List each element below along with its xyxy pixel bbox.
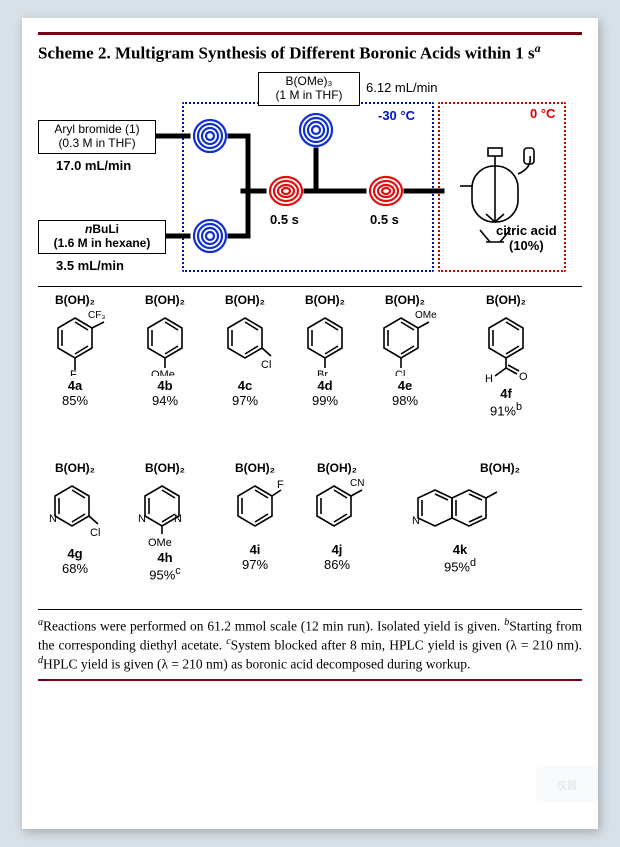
bottom-rule <box>38 679 582 681</box>
yield-4j: 86% <box>296 557 378 572</box>
scheme-page: Scheme 2. Multigram Synthesis of Differe… <box>22 18 598 829</box>
scheme-title-text: Scheme 2. Multigram Synthesis of Differe… <box>38 44 535 63</box>
id-4i: 4i <box>214 542 296 557</box>
svg-text:N: N <box>138 513 146 525</box>
mol-4b-icon: OMe <box>135 308 195 376</box>
yield-4k-val: 95% <box>444 559 470 574</box>
mol-4d-icon: Br <box>295 308 355 376</box>
mol-4i-icon: F <box>225 476 285 540</box>
svg-text:Cl: Cl <box>261 359 271 371</box>
yield-4i: 97% <box>214 557 296 572</box>
yield-4f: 91%b <box>458 401 554 418</box>
struct-4a: B(OH)₂ F CF₃ 4a 85% <box>34 293 116 408</box>
id-4k: 4k <box>390 542 530 557</box>
structures-area: B(OH)₂ F CF₃ 4a 85% B(OH)₂ OMe 4b 94% B(… <box>38 293 582 633</box>
id-4g: 4g <box>34 546 116 561</box>
struct-4b: B(OH)₂ OMe 4b 94% <box>124 293 206 408</box>
flow-diagram: -30 °C 0 °C B(OMe)₃ (1 M in THF) 6.12 mL… <box>38 72 582 282</box>
footnote-d: HPLC yield is given (λ = 210 nm) as boro… <box>43 657 470 672</box>
svg-text:F: F <box>70 369 77 376</box>
time2: 0.5 s <box>370 212 399 227</box>
id-4f: 4f <box>458 386 554 401</box>
svg-text:N: N <box>49 513 57 525</box>
label-4a: B(OH)₂ <box>34 293 116 307</box>
struct-4f: B(OH)₂ HO 4f 91%b <box>458 293 554 418</box>
id-4j: 4j <box>296 542 378 557</box>
struct-4c: B(OH)₂ Cl 4c 97% <box>204 293 286 408</box>
label-4j: B(OH)₂ <box>296 461 378 475</box>
mol-4e-icon: OMe Cl <box>371 308 439 376</box>
yield-4g: 68% <box>34 561 116 576</box>
watermark-icon: 仪器 <box>536 765 598 803</box>
yield-4k-sup: d <box>470 557 476 569</box>
id-4d: 4d <box>284 378 366 393</box>
mol-4f-icon: HO <box>471 308 541 384</box>
svg-text:N: N <box>412 515 420 527</box>
label-4b: B(OH)₂ <box>124 293 206 307</box>
mol-4a-icon: F CF₃ <box>40 308 110 376</box>
yield-4d: 99% <box>284 393 366 408</box>
label-4i: B(OH)₂ <box>214 461 296 475</box>
svg-text:O: O <box>519 371 528 383</box>
svg-text:OMe: OMe <box>415 310 437 321</box>
mol-4h-icon: N N OMe <box>132 476 198 548</box>
id-4h: 4h <box>124 550 206 565</box>
footnote-c: System blocked after 8 min, HPLC yield i… <box>231 637 582 652</box>
label-4h: B(OH)₂ <box>124 461 206 475</box>
id-4a: 4a <box>34 378 116 393</box>
scheme-title: Scheme 2. Multigram Synthesis of Differe… <box>38 41 582 64</box>
svg-text:H: H <box>485 373 493 384</box>
mol-4k-icon: N <box>405 476 515 540</box>
struct-4j: B(OH)₂ CN 4j 86% <box>296 461 378 572</box>
yield-4k: 95%d <box>390 557 530 574</box>
mol-4g-icon: N Cl <box>42 476 108 544</box>
yield-4f-val: 91% <box>490 403 516 418</box>
mol-4c-icon: Cl <box>215 308 275 376</box>
svg-text:CN: CN <box>350 478 364 489</box>
scheme-title-footnote-a: a <box>535 41 541 55</box>
struct-4h: B(OH)₂ N N OMe 4h 95%c <box>124 461 206 582</box>
yield-4c: 97% <box>204 393 286 408</box>
svg-text:Br: Br <box>317 369 328 376</box>
mol-4j-icon: CN <box>304 476 370 540</box>
svg-text:N: N <box>174 513 182 525</box>
label-4f: B(OH)₂ <box>458 293 554 307</box>
svg-text:OMe: OMe <box>151 369 175 376</box>
label-4k: B(OH)₂ <box>390 461 530 475</box>
label-4g: B(OH)₂ <box>34 461 116 475</box>
label-4d: B(OH)₂ <box>284 293 366 307</box>
yield-4h-val: 95% <box>149 567 175 582</box>
struct-4d: B(OH)₂ Br 4d 99% <box>284 293 366 408</box>
yield-4h: 95%c <box>124 565 206 582</box>
yield-4h-sup: c <box>175 565 180 577</box>
svg-text:Cl: Cl <box>90 527 100 539</box>
struct-4g: B(OH)₂ N Cl 4g 68% <box>34 461 116 576</box>
citric-text: citric acid (10%) <box>496 223 557 253</box>
label-4c: B(OH)₂ <box>204 293 286 307</box>
struct-4i: B(OH)₂ F 4i 97% <box>214 461 296 572</box>
top-rule <box>38 32 582 35</box>
struct-4e: B(OH)₂ OMe Cl 4e 98% <box>364 293 446 408</box>
svg-text:OMe: OMe <box>148 537 172 548</box>
mid-rule <box>38 286 582 287</box>
id-4e: 4e <box>364 378 446 393</box>
citric-acid-label: citric acid (10%) <box>496 224 557 254</box>
struct-4k: B(OH)₂ N 4k 95%d <box>390 461 530 574</box>
yield-4e: 98% <box>364 393 446 408</box>
id-4c: 4c <box>204 378 286 393</box>
svg-text:CF₃: CF₃ <box>88 310 105 321</box>
yield-4f-sup: b <box>516 401 522 413</box>
svg-text:Cl: Cl <box>395 369 405 376</box>
label-4e: B(OH)₂ <box>364 293 446 307</box>
yield-4a: 85% <box>34 393 116 408</box>
id-4b: 4b <box>124 378 206 393</box>
time1: 0.5 s <box>270 212 299 227</box>
yield-4b: 94% <box>124 393 206 408</box>
svg-text:F: F <box>277 479 284 491</box>
